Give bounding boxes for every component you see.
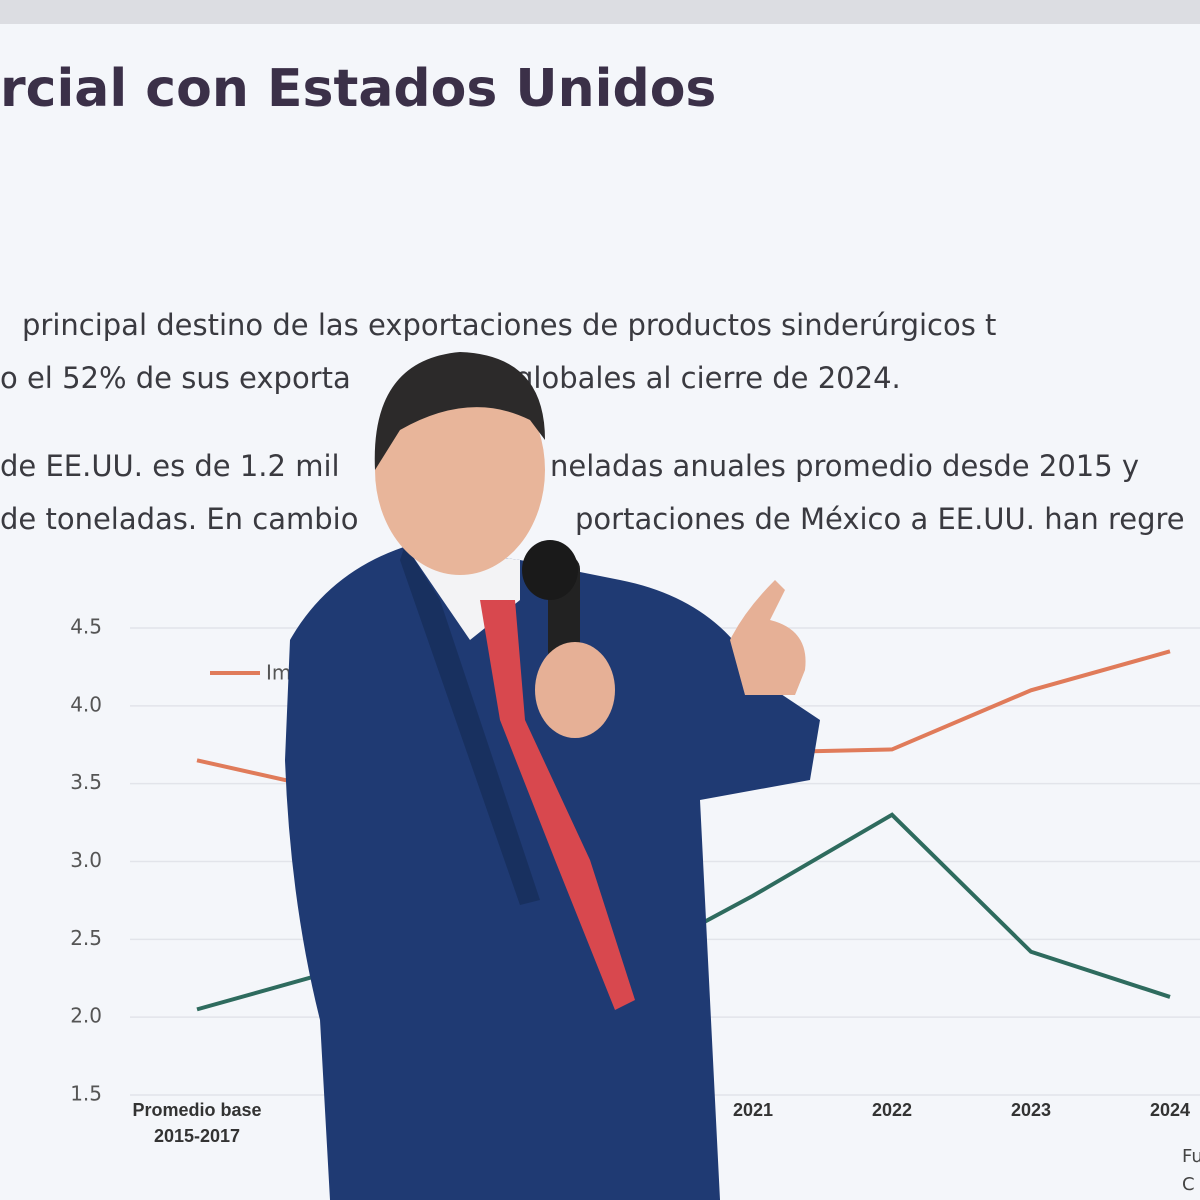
- x-tick-label: 2021: [732, 1100, 774, 1120]
- paragraph-text: globales al cierre de 2024.: [515, 361, 901, 395]
- x-tick-label-box: 2021: [732, 1100, 774, 1120]
- legend-label: Im: [266, 661, 291, 685]
- hand: [535, 642, 615, 738]
- x-tick-label-box: 2023: [1010, 1100, 1052, 1120]
- top-bar: [0, 0, 1200, 24]
- y-tick-label: 3.0: [70, 848, 102, 872]
- paragraph-text: o el 52% de sus exporta: [0, 361, 351, 395]
- slide-title: rcial con Estados Unidos: [0, 59, 716, 119]
- microphone-head: [522, 540, 578, 600]
- footer-text: C: [1182, 1174, 1195, 1195]
- pointing-hand: [730, 580, 806, 695]
- x-tick-label: 2022: [871, 1100, 913, 1120]
- paragraph-text: de toneladas. En cambio: [0, 502, 358, 536]
- x-tick-label: 2023: [1010, 1100, 1052, 1120]
- x-tick-label-box: Promedio base 2015-2017: [132, 1100, 262, 1146]
- paragraph-text: neladas anuales promedio desde 2015 y: [550, 449, 1139, 483]
- x-tick-label-box: 2022: [871, 1100, 913, 1120]
- paragraph-text: portaciones de México a EE.UU. han regre: [575, 502, 1185, 536]
- footer-text: Fu: [1182, 1146, 1200, 1167]
- tie: [480, 600, 635, 1010]
- x-tick-label: Promedio base 2015-2017: [132, 1100, 262, 1146]
- suit: [285, 545, 820, 1200]
- y-tick-label: 4.5: [70, 615, 102, 639]
- lapel: [400, 545, 540, 905]
- paragraph-text: de EE.UU. es de 1.2 mil: [0, 449, 340, 483]
- hair: [374, 352, 545, 470]
- x-tick-label: 2024: [1149, 1100, 1191, 1120]
- y-tick-label: 3.5: [70, 770, 102, 794]
- y-tick-label: 1.5: [70, 1082, 102, 1106]
- x-tick-label-box: 2024: [1149, 1100, 1191, 1120]
- y-tick-label: 4.0: [70, 692, 102, 716]
- speaker: [285, 352, 820, 1200]
- y-tick-label: 2.0: [70, 1004, 102, 1028]
- paragraph-text: principal destino de las exportaciones d…: [22, 308, 996, 342]
- y-tick-label: 2.5: [70, 926, 102, 950]
